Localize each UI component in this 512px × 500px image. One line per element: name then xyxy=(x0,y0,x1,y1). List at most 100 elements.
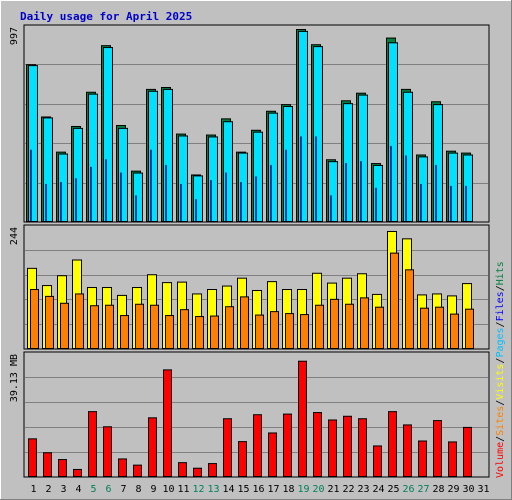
bar-files-day-17 xyxy=(268,112,278,222)
x-tick-25: 25 xyxy=(387,484,399,495)
bar-volume-day-27 xyxy=(418,440,427,478)
bar-files-day-18 xyxy=(283,106,293,222)
x-tick-29: 29 xyxy=(447,484,459,495)
bar-sites-day-16 xyxy=(255,314,264,349)
bar-volume-day-19 xyxy=(298,360,307,477)
bar-files-day-20 xyxy=(313,46,323,223)
bar-files-day-3 xyxy=(58,153,68,222)
bar-volume-day-12 xyxy=(193,467,202,478)
bar-volume-day-29 xyxy=(448,441,457,478)
bar-volume-day-26 xyxy=(403,424,412,478)
bar-pages-day-21 xyxy=(330,195,332,221)
bar-volume-day-23 xyxy=(358,418,367,478)
bar-sites-day-5 xyxy=(90,305,99,350)
bar-sites-day-22 xyxy=(345,303,354,349)
bar-volume-day-10 xyxy=(163,369,172,477)
bar-pages-day-30 xyxy=(465,185,467,221)
bar-files-day-25 xyxy=(388,42,398,222)
bar-files-day-1 xyxy=(28,65,38,222)
bar-pages-day-2 xyxy=(45,183,47,221)
bar-volume-day-15 xyxy=(238,441,247,477)
bar-files-day-6 xyxy=(103,47,113,222)
bar-sites-day-26 xyxy=(405,269,414,350)
bar-pages-day-24 xyxy=(375,187,377,221)
bar-sites-day-8 xyxy=(135,303,144,349)
bar-volume-day-25 xyxy=(388,411,397,478)
legend-hits: Hits xyxy=(495,261,506,285)
bar-volume-day-4 xyxy=(73,468,82,478)
legend-visits: Visits xyxy=(495,364,506,400)
bar-volume-day-9 xyxy=(148,417,157,478)
bar-pages-day-1 xyxy=(30,149,32,221)
x-tick-5: 5 xyxy=(90,484,96,495)
bar-sites-day-3 xyxy=(60,302,69,349)
bar-pages-day-10 xyxy=(165,164,167,221)
bar-pages-day-23 xyxy=(360,161,362,221)
x-tick-23: 23 xyxy=(357,484,369,495)
x-tick-28: 28 xyxy=(432,484,444,495)
bar-sites-day-17 xyxy=(270,311,279,349)
bar-sites-day-9 xyxy=(150,304,159,349)
x-tick-18: 18 xyxy=(282,484,294,495)
x-tick-4: 4 xyxy=(75,484,81,495)
bar-pages-day-17 xyxy=(270,164,272,221)
legend-volume: Volume xyxy=(495,442,506,478)
x-tick-10: 10 xyxy=(162,484,174,495)
bar-pages-day-14 xyxy=(225,172,227,221)
bar-files-day-19 xyxy=(298,30,308,223)
x-tick-31: 31 xyxy=(477,484,489,495)
bar-files-day-7 xyxy=(118,127,128,222)
x-tick-24: 24 xyxy=(372,484,384,495)
x-tick-15: 15 xyxy=(237,484,249,495)
x-tick-14: 14 xyxy=(222,484,234,495)
bar-pages-day-9 xyxy=(150,149,152,221)
bar-pages-day-15 xyxy=(240,182,242,221)
bar-volume-day-24 xyxy=(373,445,382,478)
bar-files-day-21 xyxy=(328,161,338,222)
bar-volume-day-30 xyxy=(463,426,472,478)
bar-files-day-30 xyxy=(463,154,473,223)
x-tick-26: 26 xyxy=(402,484,414,495)
bar-pages-day-22 xyxy=(345,163,347,221)
bar-pages-day-5 xyxy=(90,166,92,221)
chart-title: Daily usage for April 2025 xyxy=(20,10,192,23)
x-tick-30: 30 xyxy=(462,484,474,495)
bar-files-day-29 xyxy=(448,152,458,222)
bar-pages-day-8 xyxy=(135,195,137,221)
bar-sites-day-12 xyxy=(195,316,204,350)
x-tick-12: 12 xyxy=(192,484,204,495)
bar-pages-day-27 xyxy=(420,183,422,221)
bar-volume-day-3 xyxy=(58,459,67,477)
bar-sites-day-25 xyxy=(390,252,399,349)
x-tick-16: 16 xyxy=(252,484,264,495)
bar-files-day-4 xyxy=(73,127,83,222)
bar-pages-day-16 xyxy=(255,176,257,221)
bar-volume-day-1 xyxy=(28,438,37,478)
bar-volume-day-28 xyxy=(433,420,442,477)
bar-sites-day-1 xyxy=(30,289,39,349)
bar-pages-day-26 xyxy=(405,155,407,221)
x-tick-7: 7 xyxy=(120,484,126,495)
bar-sites-day-11 xyxy=(180,309,189,350)
bar-volume-day-18 xyxy=(283,413,292,477)
bar-sites-day-28 xyxy=(435,306,444,350)
bar-volume-day-21 xyxy=(328,419,337,478)
x-tick-27: 27 xyxy=(417,484,429,495)
bar-volume-day-22 xyxy=(343,415,352,477)
bar-volume-day-11 xyxy=(178,462,187,477)
bar-pages-day-25 xyxy=(390,145,392,221)
bar-files-day-28 xyxy=(433,104,443,222)
bar-pages-day-4 xyxy=(75,178,77,221)
bar-sites-day-27 xyxy=(420,307,429,350)
bar-sites-day-13 xyxy=(210,315,219,349)
bar-sites-day-10 xyxy=(165,315,174,350)
x-tick-3: 3 xyxy=(60,484,66,495)
bar-pages-day-28 xyxy=(435,164,437,221)
x-tick-22: 22 xyxy=(342,484,354,495)
bar-files-day-27 xyxy=(418,156,428,222)
x-tick-11: 11 xyxy=(177,484,189,495)
bar-files-day-26 xyxy=(403,91,413,223)
x-tick-17: 17 xyxy=(267,484,279,495)
bar-volume-day-20 xyxy=(313,412,322,478)
x-tick-20: 20 xyxy=(312,484,324,495)
